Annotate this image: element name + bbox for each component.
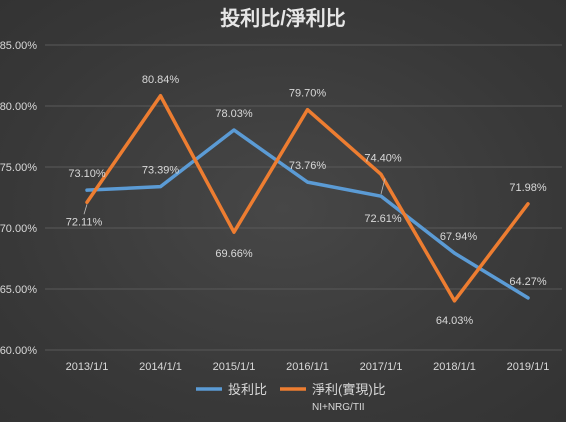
leader-line xyxy=(380,178,386,195)
legend-label-series-2: 淨利(實現)比 xyxy=(312,382,386,397)
chart-title: 投利比/淨利比 xyxy=(220,6,346,30)
grid xyxy=(45,44,562,351)
plot-area xyxy=(85,94,530,303)
x-tick-label: 2019/1/1 xyxy=(507,361,550,373)
y-tick-label: 85.00% xyxy=(0,40,37,52)
y-tick-label: 70.00% xyxy=(0,223,37,235)
data-label: 72.61% xyxy=(364,213,402,225)
legend: 投利比 淨利(實現)比 NI+NRG/TII xyxy=(196,382,386,413)
data-point xyxy=(453,251,456,255)
data-point xyxy=(159,94,162,98)
data-label: 71.98% xyxy=(509,182,547,194)
legend-subtitle-series-2: NI+NRG/TII xyxy=(312,402,365,413)
data-point xyxy=(453,299,456,303)
y-tick-label: 75.00% xyxy=(0,162,37,174)
data-label: 74.40% xyxy=(364,152,402,164)
series-line-2 xyxy=(85,94,530,303)
data-point xyxy=(232,230,236,234)
data-point xyxy=(379,172,383,176)
data-label: 69.66% xyxy=(215,248,253,260)
data-point xyxy=(85,200,89,204)
data-label: 64.27% xyxy=(509,276,547,288)
data-point xyxy=(306,180,309,184)
y-axis: 60.00% 65.00% 70.00% 75.00% 80.00% 85.00% xyxy=(0,40,37,357)
data-label: 78.03% xyxy=(215,108,253,120)
data-point xyxy=(159,185,162,189)
series-line-1 xyxy=(85,128,530,300)
data-point xyxy=(526,296,530,300)
data-label: 67.94% xyxy=(440,231,478,243)
x-tick-label: 2015/1/1 xyxy=(213,361,256,373)
x-tick-label: 2016/1/1 xyxy=(286,361,329,373)
data-label: 80.84% xyxy=(142,74,180,86)
data-point xyxy=(306,108,309,112)
data-label: 72.11% xyxy=(66,216,103,228)
x-tick-label: 2018/1/1 xyxy=(433,361,476,373)
y-tick-label: 80.00% xyxy=(0,101,37,113)
legend-label-series-1: 投利比 xyxy=(228,382,267,397)
data-point xyxy=(85,188,89,192)
x-tick-label: 2014/1/1 xyxy=(139,361,182,373)
y-tick-label: 65.00% xyxy=(0,284,37,296)
y-tick-label: 60.00% xyxy=(0,345,37,357)
data-point xyxy=(232,128,236,132)
leader-line xyxy=(83,204,88,215)
data-label: 73.10% xyxy=(68,168,106,180)
data-point xyxy=(379,194,383,198)
x-tick-label: 2013/1/1 xyxy=(66,361,109,373)
data-label: 73.39% xyxy=(142,165,180,177)
x-tick-label: 2017/1/1 xyxy=(360,361,403,373)
data-label: 73.76% xyxy=(289,160,327,172)
data-labels: 73.10% 73.39% 78.03% 73.76% 72.61% 67.94% 64.2… xyxy=(66,74,547,327)
data-point xyxy=(526,202,530,206)
data-label: 64.03% xyxy=(436,315,474,327)
data-label: 79.70% xyxy=(289,88,327,100)
x-axis: 2013/1/1 2014/1/1 2015/1/1 2016/1/1 2017/1/1… xyxy=(66,361,550,373)
